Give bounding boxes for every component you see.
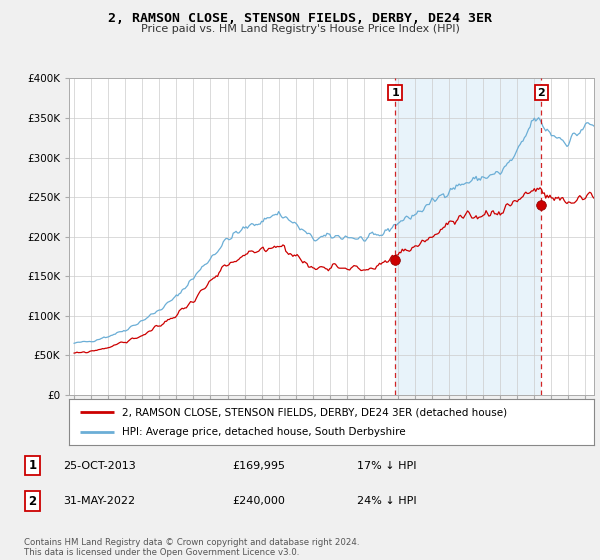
Text: £240,000: £240,000 [233,496,286,506]
Text: 1: 1 [28,459,37,472]
Text: HPI: Average price, detached house, South Derbyshire: HPI: Average price, detached house, Sout… [121,427,405,437]
Text: 1: 1 [391,87,399,97]
Text: 2: 2 [538,87,545,97]
Text: 17% ↓ HPI: 17% ↓ HPI [357,460,416,470]
Bar [395,78,541,395]
Text: 2, RAMSON CLOSE, STENSON FIELDS, DERBY, DE24 3ER (detached house): 2, RAMSON CLOSE, STENSON FIELDS, DERBY, … [121,407,506,417]
Text: 2: 2 [28,494,37,508]
Text: 2, RAMSON CLOSE, STENSON FIELDS, DERBY, DE24 3ER: 2, RAMSON CLOSE, STENSON FIELDS, DERBY, … [108,12,492,25]
Text: Price paid vs. HM Land Registry's House Price Index (HPI): Price paid vs. HM Land Registry's House … [140,24,460,34]
Text: £169,995: £169,995 [233,460,286,470]
Text: 25-OCT-2013: 25-OCT-2013 [64,460,136,470]
Text: 31-MAY-2022: 31-MAY-2022 [64,496,136,506]
Text: 24% ↓ HPI: 24% ↓ HPI [357,496,416,506]
Text: Contains HM Land Registry data © Crown copyright and database right 2024.
This d: Contains HM Land Registry data © Crown c… [24,538,359,557]
